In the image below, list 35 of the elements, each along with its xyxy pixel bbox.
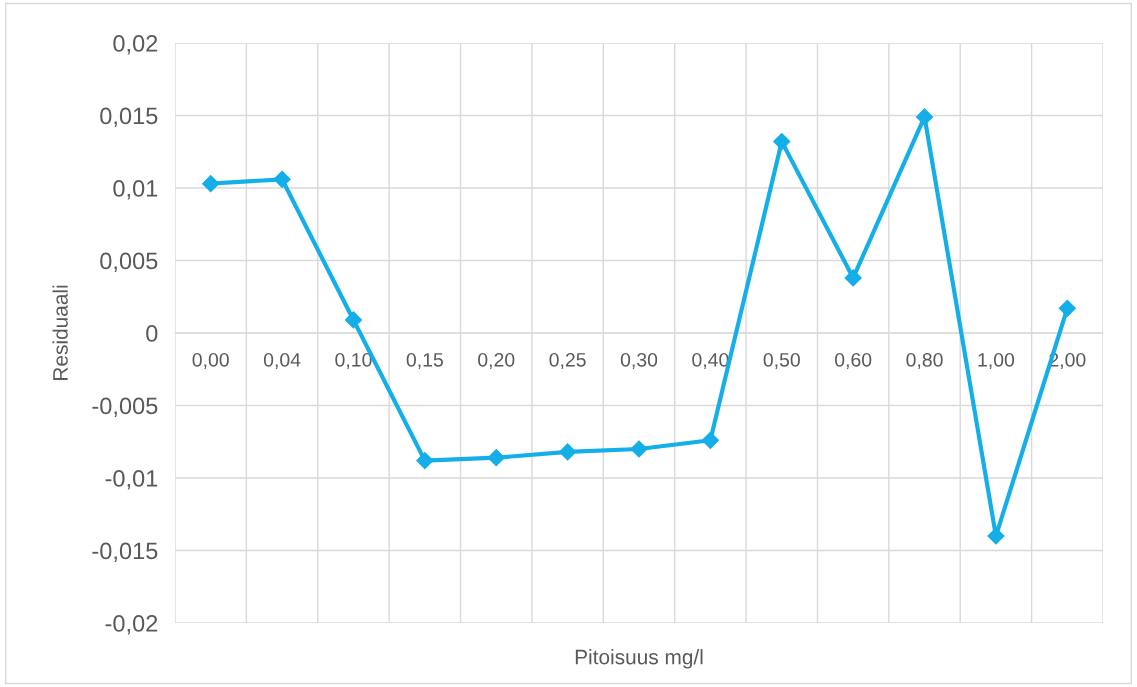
y-axis-title: Residuaali xyxy=(52,285,68,380)
point xyxy=(844,269,862,287)
x-tick-label: 0,60 xyxy=(834,352,872,370)
x-tick-label: 0,30 xyxy=(620,352,658,370)
y-tick-label: -0,02 xyxy=(105,615,158,635)
y-tick-label: -0,015 xyxy=(92,542,158,563)
point xyxy=(344,311,363,329)
point xyxy=(630,440,648,458)
point xyxy=(773,133,791,151)
x-tick-label: 0,80 xyxy=(906,352,943,370)
x-tick-label: 0,20 xyxy=(478,352,515,370)
x-axis-title: Pitoisuus mg/l xyxy=(575,649,703,669)
point xyxy=(701,431,719,449)
y-tick-label: 0 xyxy=(146,325,158,342)
y-tick-label: -0,005 xyxy=(92,397,158,418)
point xyxy=(915,108,934,126)
x-tick-label: 0,25 xyxy=(549,352,586,370)
y-tick-label: 0,015 xyxy=(100,107,158,128)
point xyxy=(273,170,291,188)
x-tick-label: 0,00 xyxy=(192,352,229,370)
point xyxy=(202,175,220,193)
x-tick-label: 1,00 xyxy=(978,352,1015,370)
y-tick-label: -0,01 xyxy=(105,470,158,490)
y-tick-label: 0,005 xyxy=(100,252,158,273)
y-tick-label: 0,01 xyxy=(113,180,158,200)
x-tick-label: 0,10 xyxy=(335,352,372,370)
point xyxy=(559,443,577,461)
point xyxy=(487,449,505,467)
point xyxy=(1058,299,1076,317)
x-tick-label: 0,40 xyxy=(692,352,729,370)
x-tick-label: 0,04 xyxy=(263,352,301,370)
point xyxy=(416,452,434,470)
x-tick-label: 0,50 xyxy=(763,352,800,370)
y-tick-label: 0,02 xyxy=(113,35,158,55)
x-tick-label: 0,15 xyxy=(406,352,443,370)
